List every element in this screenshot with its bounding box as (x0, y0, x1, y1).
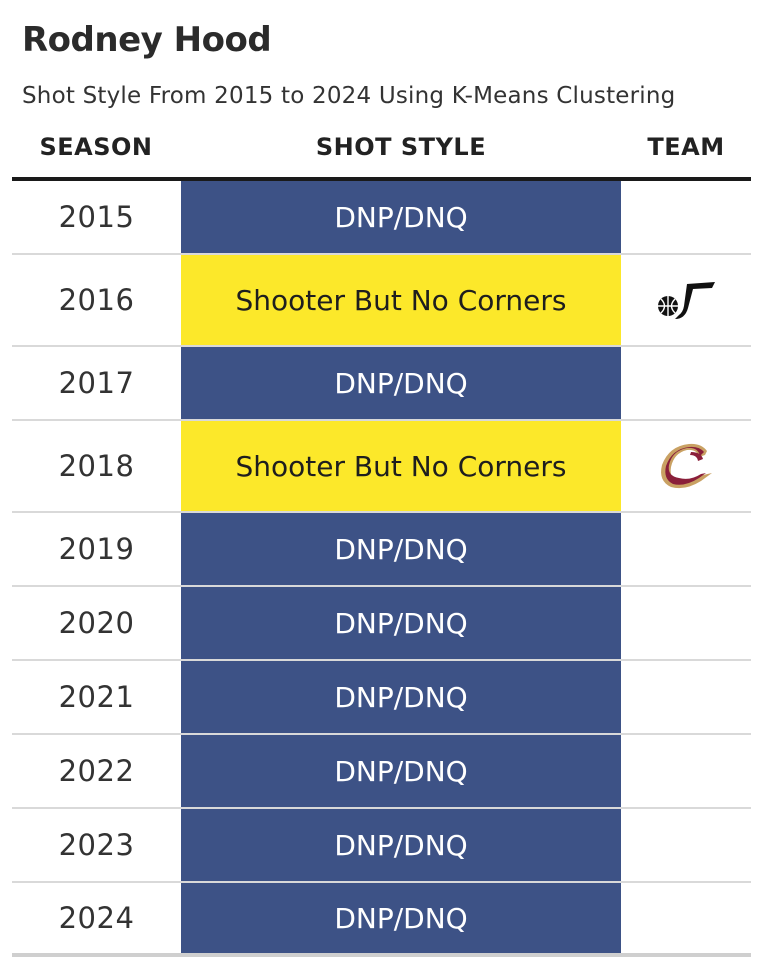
shot-style-cell: DNP/DNQ (181, 513, 621, 585)
column-header-team: TEAM (647, 133, 725, 161)
shot-style-cell: DNP/DNQ (181, 181, 621, 253)
team-cell (621, 661, 751, 733)
season-cell: 2019 (58, 532, 135, 566)
shot-style-cell: DNP/DNQ (181, 735, 621, 807)
shot-style-table: 2015 DNP/DNQ 2016 Shooter But No Corners 201… (12, 181, 751, 957)
table-row: 2015 DNP/DNQ (12, 181, 751, 255)
team-cell (621, 587, 751, 659)
team-cell (621, 513, 751, 585)
table-row: 2017 DNP/DNQ (12, 347, 751, 421)
shot-style-cell: Shooter But No Corners (181, 421, 621, 511)
team-cell (621, 181, 751, 253)
team-cell (621, 883, 751, 953)
season-cell: 2022 (58, 754, 135, 788)
table-row: 2016 Shooter But No Corners (12, 255, 751, 347)
shot-style-cell: DNP/DNQ (181, 587, 621, 659)
table-row: 2023 DNP/DNQ (12, 809, 751, 883)
season-cell: 2024 (58, 901, 135, 935)
team-cell (621, 421, 751, 511)
shot-style-cell: DNP/DNQ (181, 661, 621, 733)
season-cell: 2015 (58, 200, 135, 234)
season-cell: 2018 (58, 449, 135, 483)
season-cell: 2021 (58, 680, 135, 714)
shot-style-cell: DNP/DNQ (181, 347, 621, 419)
season-cell: 2023 (58, 828, 135, 862)
season-cell: 2016 (58, 283, 135, 317)
cleveland-cavaliers-logo (661, 443, 712, 489)
header-divider (12, 177, 751, 181)
table-row: 2019 DNP/DNQ (12, 513, 751, 587)
team-cell (621, 809, 751, 881)
table-row: 2024 DNP/DNQ (12, 883, 751, 957)
shot-style-cell: DNP/DNQ (181, 883, 621, 953)
column-header-season: SEASON (39, 133, 153, 161)
team-cell (621, 347, 751, 419)
season-cell: 2020 (58, 606, 135, 640)
shot-style-cell: Shooter But No Corners (181, 255, 621, 345)
chart-subtitle: Shot Style From 2015 to 2024 Using K-Mea… (22, 83, 676, 109)
table-row: 2021 DNP/DNQ (12, 661, 751, 735)
table-row: 2022 DNP/DNQ (12, 735, 751, 809)
table-row: 2020 DNP/DNQ (12, 587, 751, 661)
team-cell (621, 255, 751, 345)
table-row: 2018 Shooter But No Corners (12, 421, 751, 513)
team-cell (621, 735, 751, 807)
chart-title: Rodney Hood (22, 20, 272, 60)
utah-jazz-logo (658, 282, 715, 319)
shot-style-cell: DNP/DNQ (181, 809, 621, 881)
column-header-shot-style: SHOT STYLE (315, 133, 487, 161)
season-cell: 2017 (58, 366, 135, 400)
